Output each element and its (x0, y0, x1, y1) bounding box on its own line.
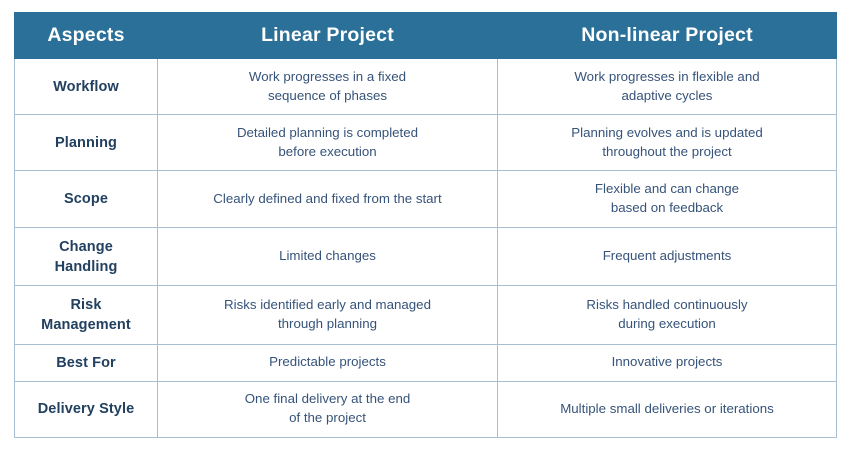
table-body: Workflow Work progresses in a fixed sequ… (14, 57, 837, 439)
aspect-cell: Best For (14, 344, 158, 382)
nonlinear-cell: Flexible and can change based on feedbac… (497, 170, 837, 228)
comparison-table-container: Aspects Linear Project Non-linear Projec… (14, 12, 837, 439)
linear-cell: Limited changes (157, 226, 498, 287)
nonlinear-cell: Innovative projects (497, 344, 837, 382)
table-row: Best For Predictable projects Innovative… (14, 344, 837, 382)
linear-cell: Detailed planning is completed before ex… (157, 114, 498, 172)
linear-cell: Predictable projects (157, 344, 498, 382)
aspect-cell: Delivery Style (14, 380, 158, 439)
aspect-cell: Planning (14, 114, 158, 172)
column-header-non-linear-project: Non-linear Project (497, 12, 837, 59)
column-header-aspects: Aspects (14, 12, 158, 59)
aspect-cell: Scope (14, 170, 158, 228)
aspect-cell: Change Handling (14, 226, 158, 287)
nonlinear-cell: Work progresses in flexible and adaptive… (497, 57, 837, 116)
column-header-linear-project: Linear Project (157, 12, 498, 59)
table-row: Workflow Work progresses in a fixed sequ… (14, 57, 837, 116)
table-row: Change Handling Limited changes Frequent… (14, 226, 837, 287)
table-header: Aspects Linear Project Non-linear Projec… (14, 12, 837, 59)
nonlinear-cell: Frequent adjustments (497, 226, 837, 287)
linear-vs-nonlinear-comparison-table: Aspects Linear Project Non-linear Projec… (14, 12, 837, 439)
linear-cell: Clearly defined and fixed from the start (157, 170, 498, 228)
aspect-cell: Workflow (14, 57, 158, 116)
aspect-cell: Risk Management (14, 285, 158, 346)
nonlinear-cell: Risks handled continuously during execut… (497, 285, 837, 346)
table-row: Planning Detailed planning is completed … (14, 114, 837, 172)
table-row: Delivery Style One final delivery at the… (14, 380, 837, 439)
nonlinear-cell: Planning evolves and is updated througho… (497, 114, 837, 172)
linear-cell: Risks identified early and managed throu… (157, 285, 498, 346)
linear-cell: One final delivery at the end of the pro… (157, 380, 498, 439)
nonlinear-cell: Multiple small deliveries or iterations (497, 380, 837, 439)
header-row: Aspects Linear Project Non-linear Projec… (14, 12, 837, 59)
table-row: Risk Management Risks identified early a… (14, 285, 837, 346)
table-row: Scope Clearly defined and fixed from the… (14, 170, 837, 228)
linear-cell: Work progresses in a fixed sequence of p… (157, 57, 498, 116)
